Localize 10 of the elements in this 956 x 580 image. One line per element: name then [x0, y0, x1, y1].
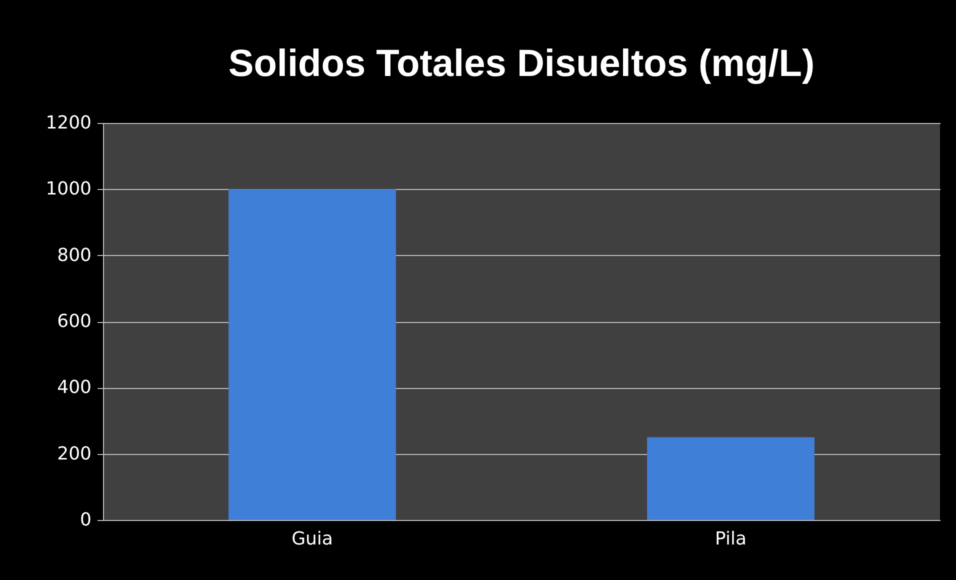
x-tick-label: Pila — [715, 528, 746, 550]
chart-title: Solidos Totales Disueltos (mg/L) — [228, 43, 815, 85]
y-tick-label: 800 — [57, 244, 92, 266]
y-tick-label: 0 — [80, 510, 92, 530]
y-tick-label: 400 — [57, 377, 92, 398]
y-tick-label: 200 — [57, 443, 92, 464]
y-tick-label: 1000 — [46, 178, 92, 200]
y-tick-label: 1200 — [46, 112, 92, 134]
y-tick-label: 600 — [57, 311, 92, 332]
x-tick-label: Guia — [292, 528, 333, 550]
